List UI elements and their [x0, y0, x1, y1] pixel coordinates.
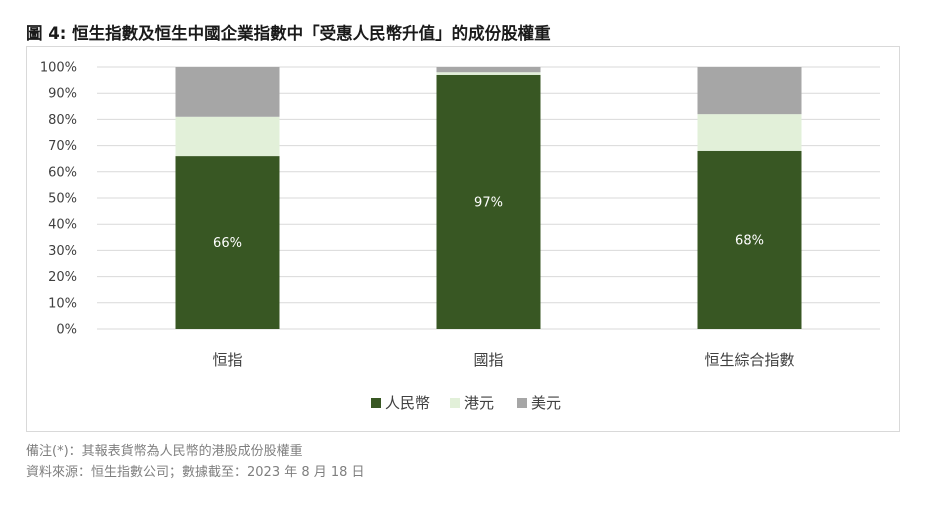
y-tick-label: 0% — [56, 323, 77, 338]
chart-panel: 0% 10% 20% 30% 40% 50% 60% 70% 80% 90% 100% 66% 恒指 97… — [26, 46, 900, 432]
legend-label: 港元 — [464, 394, 494, 412]
bar-segment-usd — [175, 67, 280, 117]
y-tick-label: 10% — [48, 296, 77, 311]
data-label: 66% — [213, 236, 242, 251]
y-tick-label: 40% — [48, 218, 77, 233]
y-tick-label: 20% — [48, 270, 77, 285]
y-tick-label: 30% — [48, 244, 77, 259]
bar-segment-usd — [436, 67, 541, 73]
y-tick-label: 80% — [48, 113, 77, 128]
legend-swatch — [517, 398, 527, 408]
legend-label: 美元 — [531, 394, 561, 412]
legend-swatch — [371, 398, 381, 408]
x-category-label: 恒指 — [212, 351, 242, 369]
bar-segment-hkd — [697, 114, 802, 151]
y-tick-label: 50% — [48, 192, 77, 207]
y-tick-label: 70% — [48, 139, 77, 154]
bar-segment-rmb — [697, 150, 802, 329]
source-note: 資料來源：恒生指數公司；數據截至：2023 年 8 月 18 日 — [26, 465, 365, 480]
legend-swatch — [450, 398, 460, 408]
y-tick-label: 90% — [48, 87, 77, 102]
bar-segment-hkd — [436, 72, 541, 75]
bar-segment-rmb — [175, 156, 280, 329]
y-tick-label: 100% — [40, 61, 77, 76]
data-label: 68% — [735, 233, 764, 248]
bar-segment-hkd — [175, 116, 280, 157]
stacked-bar-chart: 0% 10% 20% 30% 40% 50% 60% 70% 80% 90% 100% 66% 恒指 97… — [40, 61, 880, 412]
legend-label: 人民幣 — [385, 394, 430, 412]
figure-title: 圖 4: 恒生指數及恒生中國企業指數中「受惠人民幣升值」的成份股權重 — [26, 24, 551, 43]
bar-segment-usd — [697, 67, 802, 115]
x-category-label: 國指 — [473, 351, 503, 369]
data-label: 97% — [474, 195, 503, 210]
x-category-label: 恒生綜合指數 — [704, 351, 794, 369]
bar-segment-rmb — [436, 74, 541, 329]
footnote: 備注(*)：其報表貨幣為人民幣的港股成份股權重 — [26, 444, 303, 459]
y-tick-label: 60% — [48, 165, 77, 180]
